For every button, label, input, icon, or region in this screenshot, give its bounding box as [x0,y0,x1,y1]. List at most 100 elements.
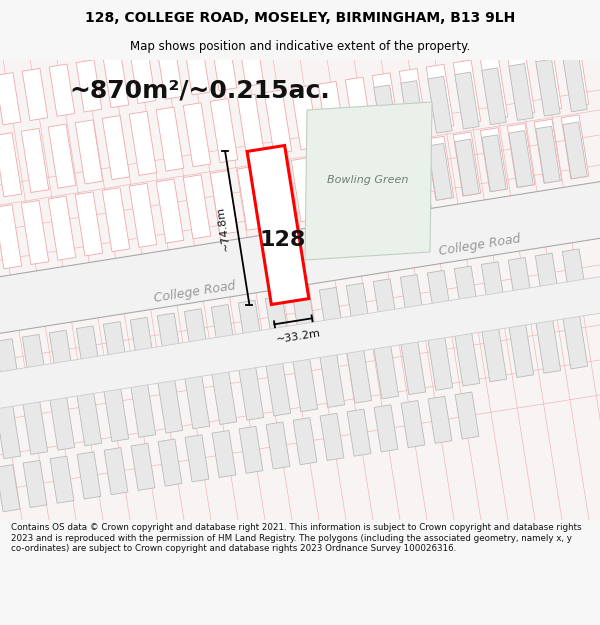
Polygon shape [561,43,589,107]
Polygon shape [535,253,560,310]
Polygon shape [401,401,425,448]
Polygon shape [129,183,157,248]
Polygon shape [21,201,49,264]
Polygon shape [562,249,587,306]
Polygon shape [291,158,319,222]
Polygon shape [265,359,290,416]
Polygon shape [157,376,182,433]
Polygon shape [76,60,102,112]
Polygon shape [237,94,265,158]
Polygon shape [562,312,587,369]
Polygon shape [319,288,344,344]
Polygon shape [185,435,209,482]
Polygon shape [346,346,371,403]
Polygon shape [535,316,560,373]
Polygon shape [77,452,101,499]
Text: Map shows position and indicative extent of the property.: Map shows position and indicative extent… [130,40,470,53]
Polygon shape [0,339,20,396]
Polygon shape [482,68,506,124]
Polygon shape [427,333,452,390]
Polygon shape [130,51,156,104]
Polygon shape [428,396,452,443]
Polygon shape [130,318,155,374]
Polygon shape [509,64,533,121]
Polygon shape [0,168,600,348]
Polygon shape [157,47,183,99]
Text: Bowling Green: Bowling Green [328,175,409,185]
Polygon shape [237,166,265,230]
Polygon shape [373,342,398,399]
Polygon shape [0,262,600,423]
Polygon shape [22,334,47,391]
Polygon shape [372,145,400,209]
Polygon shape [481,262,506,319]
Polygon shape [129,111,157,176]
Polygon shape [156,107,184,171]
Polygon shape [428,76,452,133]
Polygon shape [508,321,533,378]
Polygon shape [346,283,371,340]
Polygon shape [374,152,398,209]
Polygon shape [318,153,346,218]
Polygon shape [536,126,560,183]
Polygon shape [374,405,398,452]
Polygon shape [480,127,508,192]
Polygon shape [183,102,211,167]
Polygon shape [536,59,560,116]
Polygon shape [455,392,479,439]
Polygon shape [184,372,209,429]
Polygon shape [265,296,290,353]
Polygon shape [102,116,130,179]
Polygon shape [507,124,535,188]
Polygon shape [401,81,425,138]
Polygon shape [563,122,587,179]
Polygon shape [156,179,184,243]
Polygon shape [293,418,317,465]
Polygon shape [247,146,309,304]
Polygon shape [482,135,506,192]
Polygon shape [238,363,263,420]
Polygon shape [455,72,479,129]
Polygon shape [184,42,210,95]
Polygon shape [266,422,290,469]
Polygon shape [239,426,263,473]
Polygon shape [507,51,535,116]
Polygon shape [427,271,452,328]
Polygon shape [428,143,452,200]
Polygon shape [372,73,400,137]
Polygon shape [103,384,128,442]
Polygon shape [103,322,128,379]
Polygon shape [48,124,76,188]
Polygon shape [426,136,454,201]
Polygon shape [49,64,75,116]
Polygon shape [455,139,479,196]
Polygon shape [212,431,236,478]
Text: ~33.2m: ~33.2m [275,328,321,345]
Polygon shape [534,47,562,111]
Polygon shape [264,162,292,226]
Polygon shape [102,188,130,252]
Polygon shape [345,77,373,141]
Polygon shape [0,132,22,197]
Polygon shape [0,464,20,512]
Polygon shape [157,313,182,370]
Polygon shape [291,86,319,150]
Text: 128: 128 [260,230,306,250]
Polygon shape [0,205,22,269]
Polygon shape [453,60,481,124]
Polygon shape [561,115,589,179]
Polygon shape [480,56,508,120]
Polygon shape [347,409,371,456]
Polygon shape [104,448,128,494]
Polygon shape [183,175,211,239]
Polygon shape [0,402,20,459]
Polygon shape [103,56,129,108]
Text: ~870m²/~0.215ac.: ~870m²/~0.215ac. [70,78,331,102]
Polygon shape [305,102,432,260]
Text: 128, COLLEGE ROAD, MOSELEY, BIRMINGHAM, B13 9LH: 128, COLLEGE ROAD, MOSELEY, BIRMINGHAM, … [85,11,515,25]
Polygon shape [75,120,103,184]
Polygon shape [131,443,155,491]
Polygon shape [22,68,48,121]
Polygon shape [319,351,344,408]
Polygon shape [400,274,425,332]
